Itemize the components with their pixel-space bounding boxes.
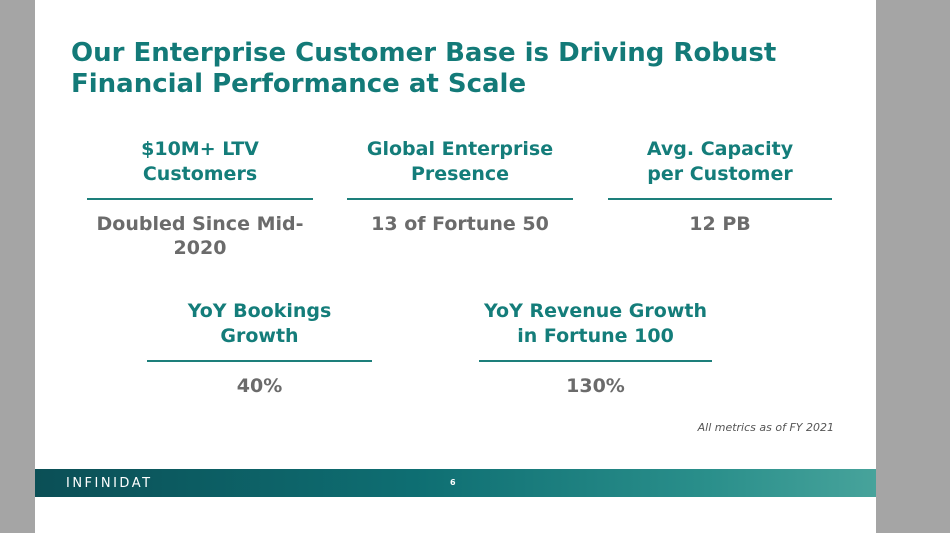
metric-divider <box>147 360 372 362</box>
metric-enterprise-presence: Global Enterprise Presence 13 of Fortune… <box>347 137 573 236</box>
metric-label: Avg. Capacity per Customer <box>646 138 794 185</box>
metric-yoy-revenue: YoY Revenue Growth in Fortune 100 130% <box>479 299 712 398</box>
metric-divider <box>479 360 712 362</box>
metric-value: 40% <box>236 375 283 397</box>
metric-divider <box>608 198 832 200</box>
metric-value: 130% <box>566 375 625 397</box>
metric-value: 13 of Fortune 50 <box>371 213 549 235</box>
metric-ltv-customers: $10M+ LTV Customers Doubled Since Mid-20… <box>87 137 313 260</box>
metric-divider <box>347 198 573 200</box>
metric-yoy-bookings: YoY Bookings Growth 40% <box>147 299 372 398</box>
metric-divider <box>87 198 313 200</box>
metric-value: Doubled Since Mid-2020 <box>96 213 304 259</box>
slide: Our Enterprise Customer Base is Driving … <box>35 0 876 533</box>
metric-avg-capacity: Avg. Capacity per Customer 12 PB <box>608 137 832 236</box>
slide-title: Our Enterprise Customer Base is Driving … <box>71 38 777 99</box>
page-number: 6 <box>450 478 456 487</box>
brand-logo: INFINIDAT <box>66 476 153 491</box>
footnote: All metrics as of FY 2021 <box>697 421 834 434</box>
metric-value: 12 PB <box>689 213 751 235</box>
metric-label: YoY Revenue Growth in Fortune 100 <box>484 300 707 347</box>
footer-bar: INFINIDAT 6 <box>35 469 876 497</box>
metric-label: Global Enterprise Presence <box>366 138 554 185</box>
metric-label: YoY Bookings Growth <box>187 300 332 347</box>
metric-label: $10M+ LTV Customers <box>141 138 259 185</box>
